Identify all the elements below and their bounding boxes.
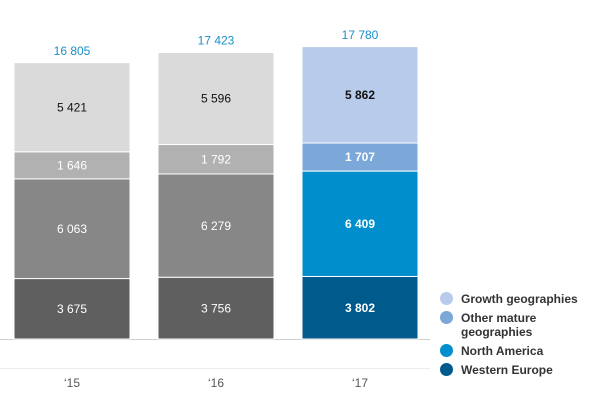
legend-label: Other mature geographies bbox=[461, 311, 537, 339]
value-label: 6 409 bbox=[345, 217, 375, 231]
bar-segment bbox=[301, 142, 419, 172]
legend-item: Other mature geographies bbox=[440, 311, 590, 339]
bar-segment bbox=[13, 62, 131, 153]
value-label: 3 675 bbox=[57, 302, 87, 316]
total-label: 17 780 bbox=[342, 28, 379, 42]
legend-swatch bbox=[440, 292, 453, 305]
bar-segment bbox=[157, 276, 275, 340]
legend-item: Growth geographies bbox=[440, 292, 590, 306]
value-label: 3 756 bbox=[201, 301, 231, 315]
x-tick-label: ‘16 bbox=[208, 376, 224, 390]
legend-label: Western Europe bbox=[461, 363, 553, 377]
bar-segment bbox=[301, 275, 419, 340]
bar-segment bbox=[301, 46, 419, 144]
value-label: 1 707 bbox=[345, 150, 375, 164]
legend-swatch bbox=[440, 344, 453, 357]
value-label: 3 802 bbox=[345, 301, 375, 315]
value-label: 6 279 bbox=[201, 219, 231, 233]
value-label: 6 063 bbox=[57, 222, 87, 236]
total-label: 16 805 bbox=[54, 44, 91, 58]
value-label: 5 862 bbox=[345, 88, 375, 102]
bar-segment bbox=[157, 173, 275, 278]
x-tick-label: ‘15 bbox=[64, 376, 80, 390]
legend-swatch bbox=[440, 311, 453, 324]
chart: 3 675 6 063 1 646 5 421 16 805 ‘15 3 756 6 279 1… bbox=[0, 28, 430, 390]
value-label: 5 596 bbox=[201, 92, 231, 106]
bar-segment bbox=[13, 151, 131, 180]
value-label: 1 792 bbox=[201, 152, 231, 166]
bar-segment bbox=[13, 278, 131, 340]
legend-label: North America bbox=[461, 344, 544, 358]
legend-label: Growth geographies bbox=[461, 292, 578, 306]
legend-item: Western Europe bbox=[440, 363, 590, 377]
value-label: 1 646 bbox=[57, 159, 87, 173]
value-label: 5 421 bbox=[57, 100, 87, 114]
x-tick-label: ‘17 bbox=[352, 376, 368, 390]
legend-swatch bbox=[440, 363, 453, 376]
bar-segment bbox=[157, 144, 275, 175]
legend: Growth geographies Other mature geographi… bbox=[440, 292, 590, 382]
total-label: 17 423 bbox=[198, 34, 235, 48]
bar-segment bbox=[157, 51, 275, 146]
legend-item: North America bbox=[440, 344, 590, 358]
